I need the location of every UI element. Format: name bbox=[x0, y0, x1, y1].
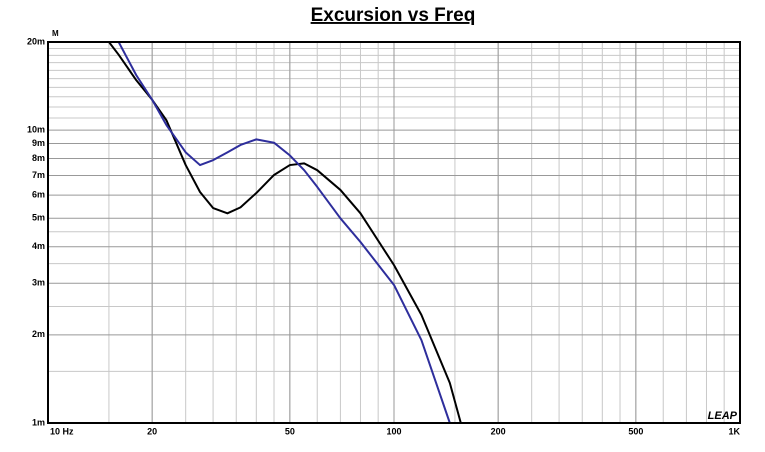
y-tick-label: 3m bbox=[32, 278, 45, 288]
series-line bbox=[117, 41, 740, 424]
y-tick-label: 4m bbox=[32, 241, 45, 251]
y-tick-label: 7m bbox=[32, 170, 45, 180]
y-tick-label: 20m bbox=[27, 36, 45, 46]
series-line bbox=[108, 41, 740, 424]
y-tick-label: 1m bbox=[32, 417, 45, 427]
x-tick-label: 1K bbox=[728, 426, 740, 436]
y-tick-label: 6m bbox=[32, 189, 45, 199]
x-tick-label: 20 bbox=[147, 426, 157, 436]
x-tick-label: 500 bbox=[628, 426, 643, 436]
y-tick-label: 9m bbox=[32, 138, 45, 148]
x-tick-label: 10 Hz bbox=[50, 426, 74, 436]
x-tick-label: 100 bbox=[386, 426, 401, 436]
y-tick-label: 10m bbox=[27, 125, 45, 135]
y-tick-label: 8m bbox=[32, 153, 45, 163]
x-tick-label: 200 bbox=[491, 426, 506, 436]
y-tick-label: 5m bbox=[32, 213, 45, 223]
y-tick-label: 2m bbox=[32, 329, 45, 339]
x-tick-label: 50 bbox=[285, 426, 295, 436]
plot-frame bbox=[47, 41, 741, 424]
y-unit: M bbox=[52, 29, 59, 38]
watermark: LEAP bbox=[708, 410, 738, 422]
chart-title: Excursion vs Freq bbox=[311, 5, 476, 26]
